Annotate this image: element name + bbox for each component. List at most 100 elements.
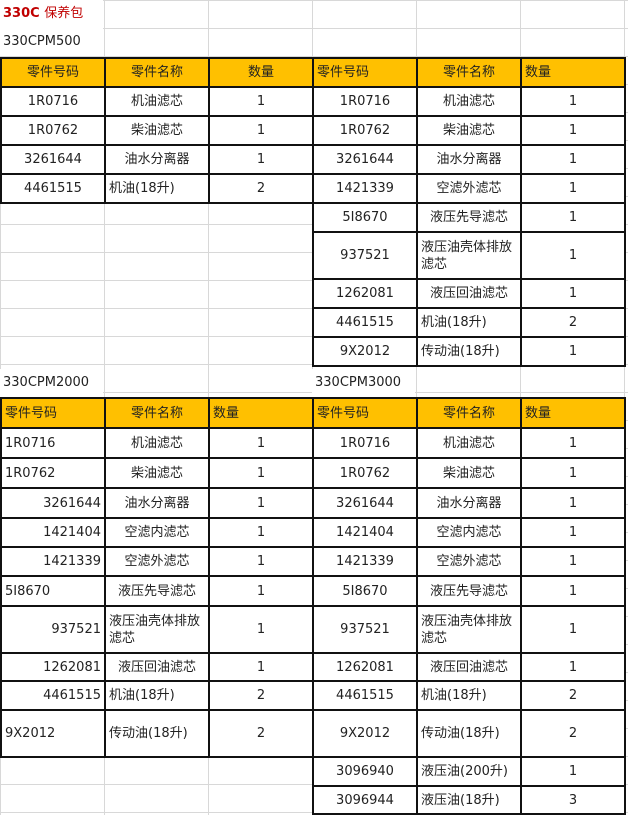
part-number-cell[interactable]: 1421404: [0, 517, 106, 548]
part-name-cell[interactable]: 液压油(200升): [416, 756, 522, 787]
part-number-cell[interactable]: 3096944: [312, 785, 418, 815]
quantity-cell[interactable]: 3: [520, 785, 626, 815]
part-name-cell[interactable]: 机油滤芯: [416, 86, 522, 117]
quantity-cell[interactable]: 1: [208, 546, 314, 577]
part-name-cell[interactable]: 液压油壳体排放滤芯: [104, 605, 210, 654]
part-name-cell[interactable]: 传动油(18升): [416, 709, 522, 758]
part-number-cell[interactable]: 1R0716: [312, 427, 418, 459]
quantity-cell[interactable]: 1: [520, 756, 626, 787]
part-number-cell[interactable]: 9X2012: [312, 336, 418, 367]
quantity-cell[interactable]: 2: [520, 307, 626, 338]
part-name-cell[interactable]: 柴油滤芯: [104, 457, 210, 489]
part-name-cell[interactable]: 液压油壳体排放滤芯: [416, 605, 522, 654]
part-name-cell[interactable]: 空滤内滤芯: [104, 517, 210, 548]
part-name-cell[interactable]: 机油(18升): [104, 680, 210, 711]
part-name-cell[interactable]: 油水分离器: [104, 144, 210, 175]
part-number-cell[interactable]: 1421404: [312, 517, 418, 548]
part-number-cell[interactable]: 5I8670: [312, 575, 418, 607]
part-name-cell[interactable]: 液压先导滤芯: [104, 575, 210, 607]
quantity-cell[interactable]: 2: [520, 680, 626, 711]
part-name-cell[interactable]: 机油滤芯: [416, 427, 522, 459]
part-number-cell[interactable]: 3261644: [0, 144, 106, 175]
part-number-cell[interactable]: 1R0762: [0, 457, 106, 489]
quantity-cell[interactable]: 1: [520, 487, 626, 519]
part-name-cell[interactable]: 机油滤芯: [104, 427, 210, 459]
quantity-cell[interactable]: 1: [520, 86, 626, 117]
part-name-cell[interactable]: 空滤外滤芯: [104, 546, 210, 577]
part-name-cell[interactable]: 机油(18升): [416, 680, 522, 711]
quantity-cell[interactable]: 1: [520, 517, 626, 548]
part-number-cell[interactable]: 1R0762: [0, 115, 106, 146]
part-number-cell[interactable]: 1262081: [312, 278, 418, 309]
part-number-cell[interactable]: 4461515: [0, 680, 106, 711]
part-number-cell[interactable]: 3096940: [312, 756, 418, 787]
quantity-cell[interactable]: 1: [520, 427, 626, 459]
part-number-cell[interactable]: 9X2012: [312, 709, 418, 758]
part-number-cell[interactable]: 4461515: [312, 307, 418, 338]
part-number-cell[interactable]: 1262081: [0, 652, 106, 682]
part-number-cell[interactable]: 9X2012: [0, 709, 106, 758]
quantity-cell[interactable]: 1: [208, 144, 314, 175]
part-name-cell[interactable]: 液压回油滤芯: [416, 278, 522, 309]
part-number-cell[interactable]: 1R0716: [312, 86, 418, 117]
part-name-cell[interactable]: 油水分离器: [416, 487, 522, 519]
part-number-cell[interactable]: 1421339: [312, 546, 418, 577]
part-number-cell[interactable]: 4461515: [0, 173, 106, 204]
quantity-cell[interactable]: 1: [520, 115, 626, 146]
part-number-cell[interactable]: 5I8670: [0, 575, 106, 607]
quantity-cell[interactable]: 2: [520, 709, 626, 758]
part-name-cell[interactable]: 液压先导滤芯: [416, 202, 522, 233]
part-name-cell[interactable]: 液压油(18升): [416, 785, 522, 815]
part-number-cell[interactable]: 937521: [0, 605, 106, 654]
quantity-cell[interactable]: 1: [208, 517, 314, 548]
quantity-cell[interactable]: 1: [520, 231, 626, 280]
part-name-cell[interactable]: 液压回油滤芯: [416, 652, 522, 682]
part-name-cell[interactable]: 传动油(18升): [104, 709, 210, 758]
part-name-cell[interactable]: 液压油壳体排放滤芯: [416, 231, 522, 280]
part-number-cell[interactable]: 1421339: [312, 173, 418, 204]
part-number-cell[interactable]: 1R0762: [312, 115, 418, 146]
part-number-cell[interactable]: 3261644: [0, 487, 106, 519]
quantity-cell[interactable]: 1: [520, 457, 626, 489]
quantity-cell[interactable]: 1: [208, 457, 314, 489]
part-number-cell[interactable]: 937521: [312, 605, 418, 654]
quantity-cell[interactable]: 2: [208, 680, 314, 711]
quantity-cell[interactable]: 2: [208, 173, 314, 204]
part-name-cell[interactable]: 机油滤芯: [104, 86, 210, 117]
quantity-cell[interactable]: 1: [520, 278, 626, 309]
part-name-cell[interactable]: 机油(18升): [416, 307, 522, 338]
part-name-cell[interactable]: 传动油(18升): [416, 336, 522, 367]
part-name-cell[interactable]: 液压回油滤芯: [104, 652, 210, 682]
part-name-cell[interactable]: 油水分离器: [416, 144, 522, 175]
quantity-cell[interactable]: 1: [520, 144, 626, 175]
quantity-cell[interactable]: 1: [208, 605, 314, 654]
part-name-cell[interactable]: 柴油滤芯: [416, 457, 522, 489]
quantity-cell[interactable]: 1: [520, 336, 626, 367]
part-number-cell[interactable]: 937521: [312, 231, 418, 280]
part-name-cell[interactable]: 油水分离器: [104, 487, 210, 519]
quantity-cell[interactable]: 1: [520, 173, 626, 204]
quantity-cell[interactable]: 2: [208, 709, 314, 758]
part-name-cell[interactable]: 空滤外滤芯: [416, 546, 522, 577]
part-name-cell[interactable]: 空滤外滤芯: [416, 173, 522, 204]
quantity-cell[interactable]: 1: [520, 202, 626, 233]
quantity-cell[interactable]: 1: [520, 546, 626, 577]
quantity-cell[interactable]: 1: [208, 115, 314, 146]
part-number-cell[interactable]: 3261644: [312, 487, 418, 519]
part-name-cell[interactable]: 空滤内滤芯: [416, 517, 522, 548]
part-number-cell[interactable]: 3261644: [312, 144, 418, 175]
quantity-cell[interactable]: 1: [208, 487, 314, 519]
part-number-cell[interactable]: 1421339: [0, 546, 106, 577]
quantity-cell[interactable]: 1: [208, 427, 314, 459]
quantity-cell[interactable]: 1: [208, 575, 314, 607]
quantity-cell[interactable]: 1: [208, 86, 314, 117]
part-number-cell[interactable]: 1262081: [312, 652, 418, 682]
quantity-cell[interactable]: 1: [520, 652, 626, 682]
part-number-cell[interactable]: 1R0716: [0, 427, 106, 459]
part-number-cell[interactable]: 1R0716: [0, 86, 106, 117]
part-name-cell[interactable]: 机油(18升): [104, 173, 210, 204]
part-number-cell[interactable]: 1R0762: [312, 457, 418, 489]
quantity-cell[interactable]: 1: [520, 605, 626, 654]
part-name-cell[interactable]: 柴油滤芯: [104, 115, 210, 146]
part-name-cell[interactable]: 柴油滤芯: [416, 115, 522, 146]
